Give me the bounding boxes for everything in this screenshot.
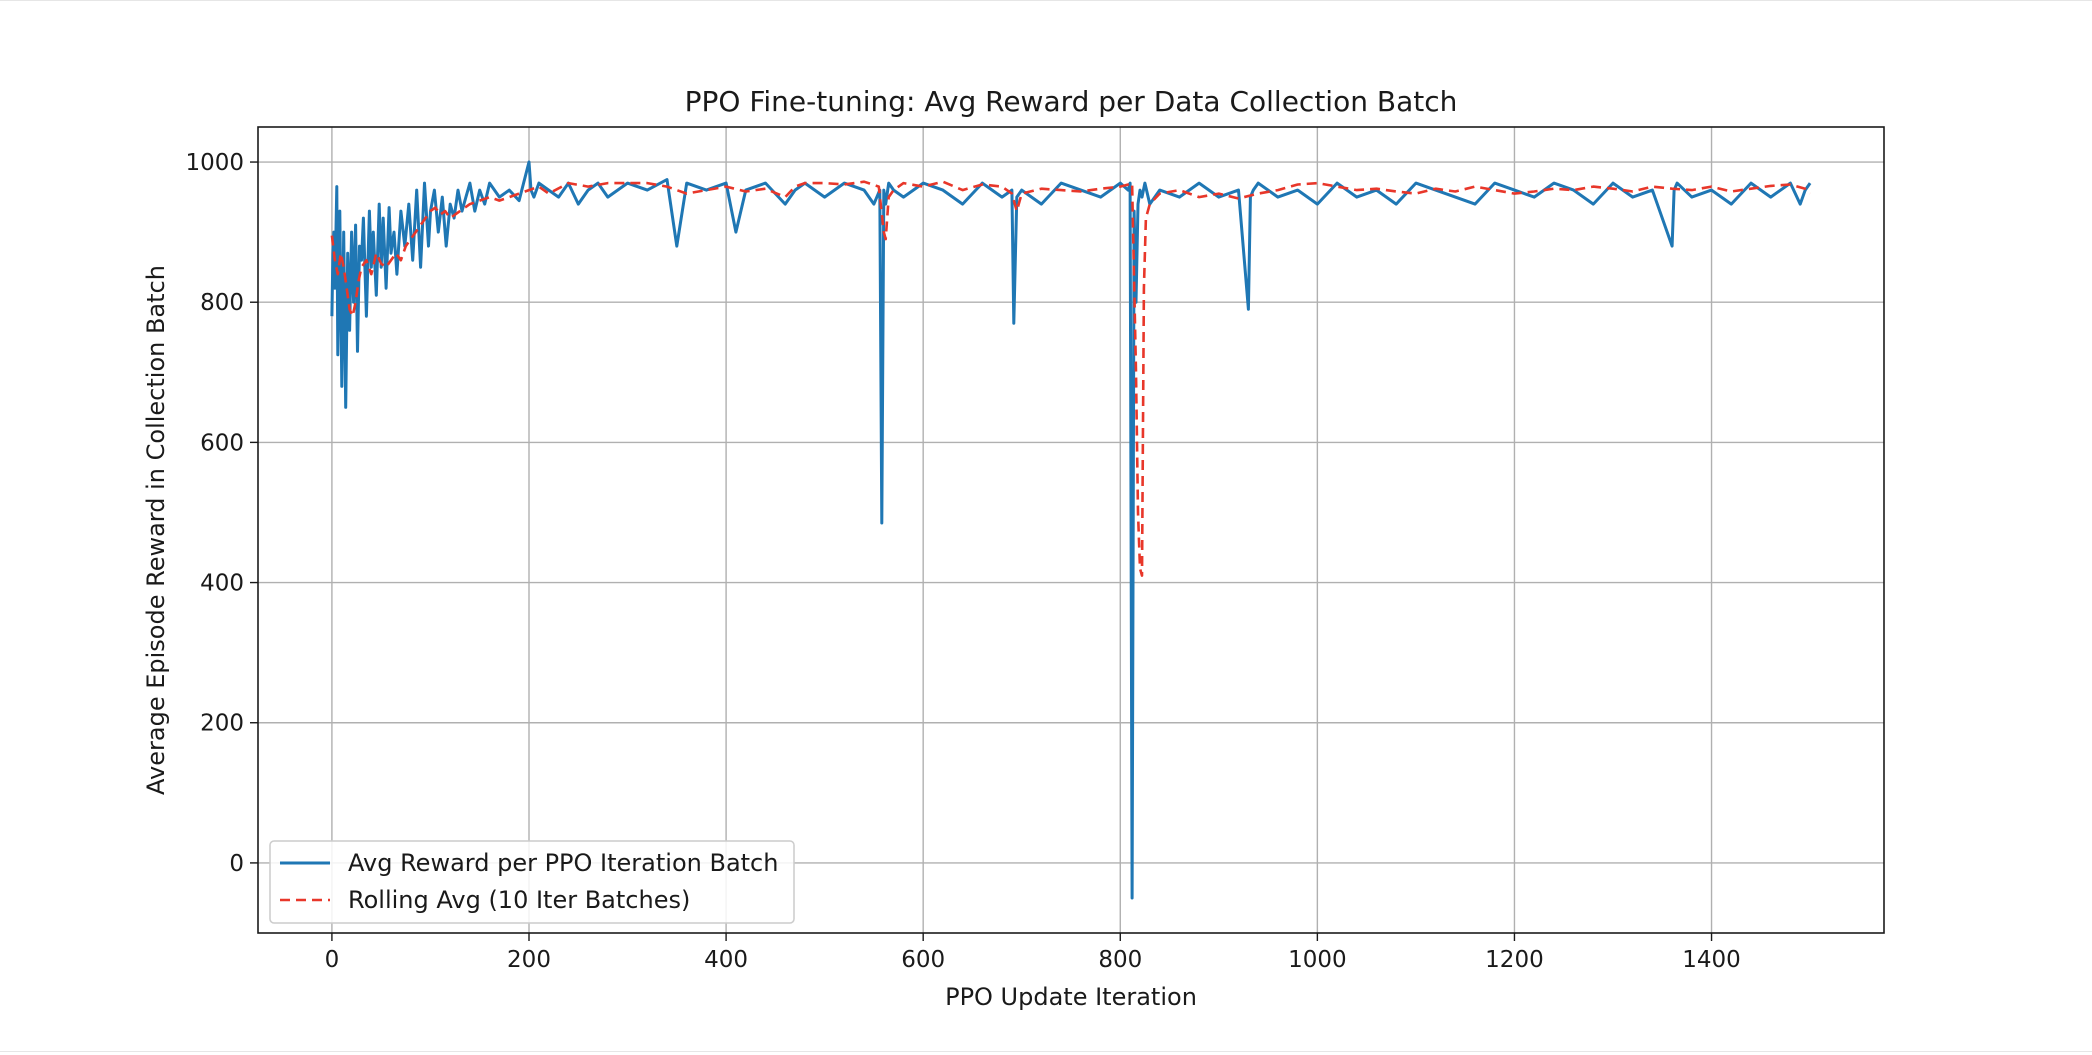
x-tick-label: 1400 [1682,947,1741,973]
legend-label-rolling-avg: Rolling Avg (10 Iter Batches) [348,886,690,914]
x-tick-label: 1000 [1288,947,1347,973]
legend: Avg Reward per PPO Iteration Batch Rolli… [269,840,795,924]
grid-layer [258,127,1884,933]
x-tick-label: 1200 [1485,947,1544,973]
tick-layer: 0 200 400 600 800 1000 1200 1400 0 200 400 600 800 10… [185,150,1740,973]
y-tick-label: 800 [200,290,244,316]
x-tick-label: 800 [1098,947,1142,973]
x-tick-label: 200 [507,947,551,973]
y-tick-label: 200 [200,711,244,737]
series-layer [330,160,1812,900]
legend-box [269,840,795,924]
x-tick-label: 400 [704,947,748,973]
plot-frame [257,126,1885,934]
x-tick-label: 600 [901,947,945,973]
y-tick-label: 400 [200,571,244,597]
y-tick-label: 0 [229,851,244,877]
x-tick-label: 0 [325,947,340,973]
x-axis-label: PPO Update Iteration [945,983,1197,1011]
rolling-avg-series-line [330,180,1812,577]
legend-label-batch-reward: Avg Reward per PPO Iteration Batch [348,849,778,877]
chart-title: PPO Fine-tuning: Avg Reward per Data Col… [685,85,1458,118]
y-tick-label: 1000 [185,150,244,176]
batch-reward-series-line [330,160,1812,900]
y-tick-label: 600 [200,430,244,456]
y-axis-label: Average Episode Reward in Collection Bat… [142,265,170,795]
